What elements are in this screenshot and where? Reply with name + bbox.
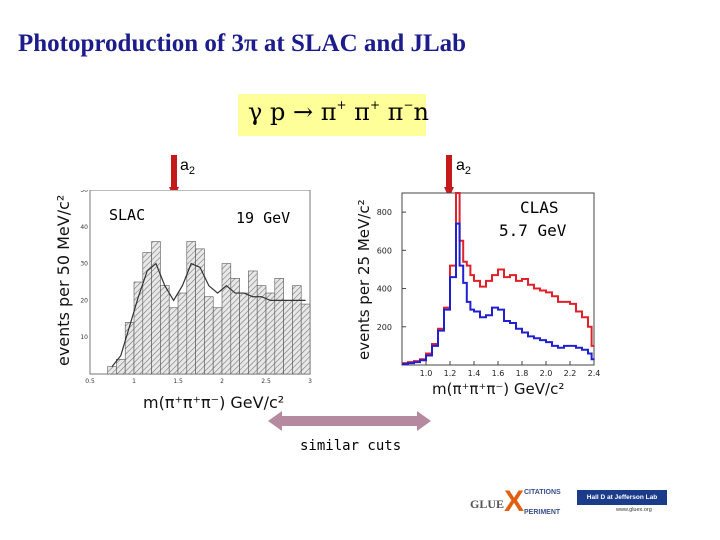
slide-title: Photoproduction of 3π at SLAC and JLab (18, 30, 467, 57)
logo-periment-text: PERIMENT (524, 509, 561, 516)
slac-bar (248, 270, 258, 375)
slac-bar (221, 263, 232, 375)
slac-bar (300, 303, 311, 375)
clas-energy-label: 5.7 GeV (499, 221, 567, 240)
slac-fit-curve (111, 262, 306, 368)
slac-x-tick-label: 1 (132, 378, 136, 385)
reaction-box: γ p → π+ π+ π−n (238, 94, 429, 136)
clas-x-tick-label: 2.0 (540, 369, 553, 378)
slac-x-tick-label: 2.5 (261, 378, 271, 385)
clas-x-tick-label: 1.4 (468, 369, 481, 378)
slac-x-tick-label: 3 (308, 378, 312, 385)
slac-bar (212, 307, 223, 375)
clas-y-tick-label: 200 (377, 323, 392, 332)
slac-bar (186, 241, 196, 375)
logo-x-text: X (504, 485, 525, 518)
clas-frame (401, 192, 595, 366)
slac-bar (265, 292, 276, 375)
clas-y-tick-label: 400 (377, 285, 392, 294)
slac-bar (292, 285, 302, 375)
slac-x-tick-label: 1.5 (173, 378, 183, 385)
slac-bar (124, 322, 135, 375)
slac-y-tick-label: 50 (80, 190, 88, 194)
slac-bar (151, 241, 161, 375)
clas-y-tick-label: 800 (377, 208, 392, 217)
clas-x-tick-label: 1.2 (444, 369, 457, 378)
clas-plot: 200 400 600 800 1.0 1.2 1.4 1.6 1.8 2.0 2.2 2.4 (377, 192, 600, 378)
similar-cuts-arrow (268, 411, 431, 431)
clas-x-tick-label: 2.2 (564, 369, 577, 378)
slac-label: SLAC (109, 206, 146, 224)
slac-bar (256, 285, 267, 375)
a2-label-right: a2 (456, 157, 472, 178)
clas-blue-series (402, 222, 595, 366)
slac-bar (116, 358, 126, 375)
gluex-url: www.gluex.org (616, 507, 652, 513)
slac-histogram: 10 20 30 40 50 0.5 1 1.5 2 2.5 3 (80, 190, 312, 385)
clas-x-axis-label: m(π⁺π⁺π⁻) GeV/c² (432, 380, 565, 398)
slac-x-tick-label: 0.5 (85, 378, 95, 385)
slac-x-tick-label: 2 (220, 378, 224, 385)
slac-bar (107, 366, 117, 375)
gluex-logo: GLUE X CITATIONS PERIMENT (470, 487, 570, 521)
a2-label-left: a2 (180, 157, 196, 178)
slac-bar (177, 292, 188, 375)
slac-y-tick-label: 10 (80, 334, 88, 341)
slac-y-tick-label: 40 (80, 224, 88, 231)
slac-bar (168, 307, 179, 375)
logo-citations-text: CITATIONS (524, 489, 561, 496)
slac-energy-label: 19 GeV (236, 209, 291, 227)
slac-x-axis-label: m(π⁺π⁺π⁻) GeV/c² (143, 393, 285, 412)
slac-y-tick-label: 30 (80, 261, 88, 268)
slac-y-tick-label: 20 (80, 297, 88, 304)
slac-bar (239, 292, 249, 375)
slac-y-axis-label: events per 50 MeV/c² (54, 194, 73, 366)
clas-label: CLAS (520, 198, 559, 217)
logo-glue-text: GLUE (470, 497, 505, 511)
slac-bar (160, 285, 170, 375)
clas-x-tick-label: 1.0 (420, 369, 433, 378)
slac-bar (274, 278, 284, 375)
reaction-equation: γ p → π+ π+ π−n (248, 98, 429, 126)
clas-y-axis-label: events per 25 MeV/c² (355, 199, 373, 360)
clas-x-tick-label: 1.6 (492, 369, 505, 378)
clas-y-tick-label: 600 (377, 246, 392, 255)
slac-bar (204, 296, 214, 375)
clas-x-tick-label: 1.8 (516, 369, 529, 378)
hall-d-banner: Hall D at Jefferson Lab (577, 490, 667, 505)
slac-bar (283, 300, 293, 375)
clas-x-tick-label: 2.4 (588, 369, 600, 378)
similar-cuts-label: similar cuts (300, 438, 402, 454)
